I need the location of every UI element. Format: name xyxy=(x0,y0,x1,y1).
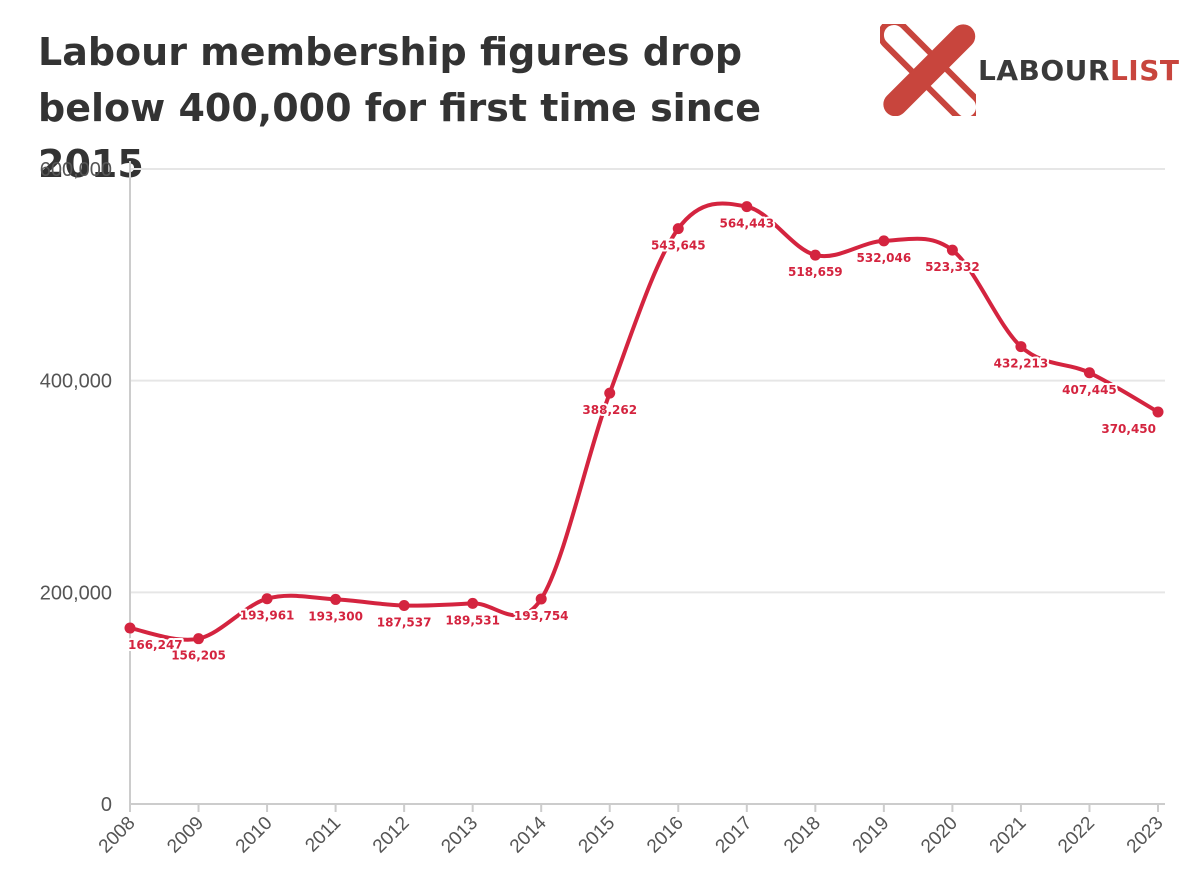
data-label-halo: 193,300 xyxy=(308,609,363,623)
x-tick-label: 2018 xyxy=(780,813,825,858)
data-label-halo: 370,450 xyxy=(1101,422,1156,436)
x-tick-label: 2023 xyxy=(1123,813,1168,858)
data-label-halo: 523,332 xyxy=(925,260,980,274)
brand-name-part1: LABOUR xyxy=(978,54,1110,87)
data-label-halo: 532,046 xyxy=(857,251,912,265)
data-label: 193,754 xyxy=(514,609,569,623)
x-tick-label: 2013 xyxy=(437,813,482,858)
data-label: 388,262 xyxy=(582,403,637,417)
data-point xyxy=(604,387,616,399)
axes: 0 200,000 400,000 600,000 2008 2009 2010 2011 20… xyxy=(40,159,1168,857)
data-label-halo: 189,531 xyxy=(445,613,500,627)
data-label-halo: 543,645 xyxy=(651,239,706,253)
y-tick-label: 200,000 xyxy=(40,582,112,604)
data-label: 193,961 xyxy=(240,609,295,623)
y-tick-label: 0 xyxy=(101,794,112,816)
x-tick-label: 2011 xyxy=(301,813,345,857)
x-tick-label: 2009 xyxy=(163,813,208,858)
x-tick-label: 2021 xyxy=(986,813,1031,858)
x-tick-label: 2022 xyxy=(1054,813,1099,858)
data-labels: 166,247166,247156,205156,205193,961193,9… xyxy=(126,215,1158,665)
data-point xyxy=(946,244,958,256)
labourlist-logo[interactable]: LABOURLIST xyxy=(877,18,1180,124)
series-membership xyxy=(124,201,1164,645)
x-tick-label: 2014 xyxy=(506,812,551,857)
data-label-halo: 193,961 xyxy=(240,609,295,623)
data-point xyxy=(809,249,821,261)
data-label-halo: 407,445 xyxy=(1062,383,1117,397)
data-label-halo: 432,213 xyxy=(994,357,1049,371)
data-label-halo: 388,262 xyxy=(582,403,637,417)
data-label: 189,531 xyxy=(445,613,500,627)
brand-name-part2: LIST xyxy=(1109,54,1180,87)
chart-title: Labour membership figures drop below 400… xyxy=(38,30,762,186)
data-point xyxy=(398,600,410,612)
data-label-halo: 156,205 xyxy=(171,649,226,663)
x-tick-label: 2012 xyxy=(369,813,414,858)
data-point xyxy=(672,223,684,235)
data-point xyxy=(878,235,890,247)
data-point xyxy=(261,593,273,605)
data-label-halo: 166,247 xyxy=(128,638,183,652)
brand-name: LABOURLIST xyxy=(978,54,1179,87)
data-label: 193,300 xyxy=(308,609,363,623)
logo-stroke-solid xyxy=(883,24,976,117)
x-tick-label: 2020 xyxy=(917,813,962,858)
data-label-halo: 193,754 xyxy=(514,609,569,623)
data-label: 407,445 xyxy=(1062,383,1117,397)
data-label: 432,213 xyxy=(994,357,1049,371)
data-point xyxy=(467,597,479,609)
data-label: 370,450 xyxy=(1101,422,1156,436)
data-label-halo: 564,443 xyxy=(719,217,774,231)
data-label: 543,645 xyxy=(651,239,706,253)
gridlines xyxy=(130,168,1165,594)
x-tick-label: 2010 xyxy=(232,813,277,858)
data-label: 523,332 xyxy=(925,260,980,274)
data-label: 532,046 xyxy=(857,251,912,265)
y-tick-label: 600,000 xyxy=(40,159,112,181)
data-label: 518,659 xyxy=(788,265,843,279)
series-line xyxy=(128,201,1160,642)
x-tick-label: 2008 xyxy=(95,813,140,858)
data-label-halo: 518,659 xyxy=(788,265,843,279)
data-point xyxy=(1152,406,1164,418)
data-point xyxy=(1015,341,1027,353)
data-point xyxy=(330,593,342,605)
data-label: 564,443 xyxy=(719,217,774,231)
x-tick-label: 2017 xyxy=(712,813,757,858)
data-point xyxy=(193,633,205,645)
y-tick-label: 400,000 xyxy=(40,371,112,393)
data-point xyxy=(535,593,547,605)
data-point xyxy=(741,201,753,213)
x-tick-label: 2019 xyxy=(849,813,894,858)
data-label-halo: 187,537 xyxy=(377,616,432,630)
data-label: 187,537 xyxy=(377,616,432,630)
x-tick-label: 2015 xyxy=(575,813,620,858)
x-tick-label: 2016 xyxy=(643,813,688,858)
data-label: 156,205 xyxy=(171,649,226,663)
data-point xyxy=(1083,367,1095,379)
data-point xyxy=(124,622,136,634)
data-label: 166,247 xyxy=(128,638,183,652)
